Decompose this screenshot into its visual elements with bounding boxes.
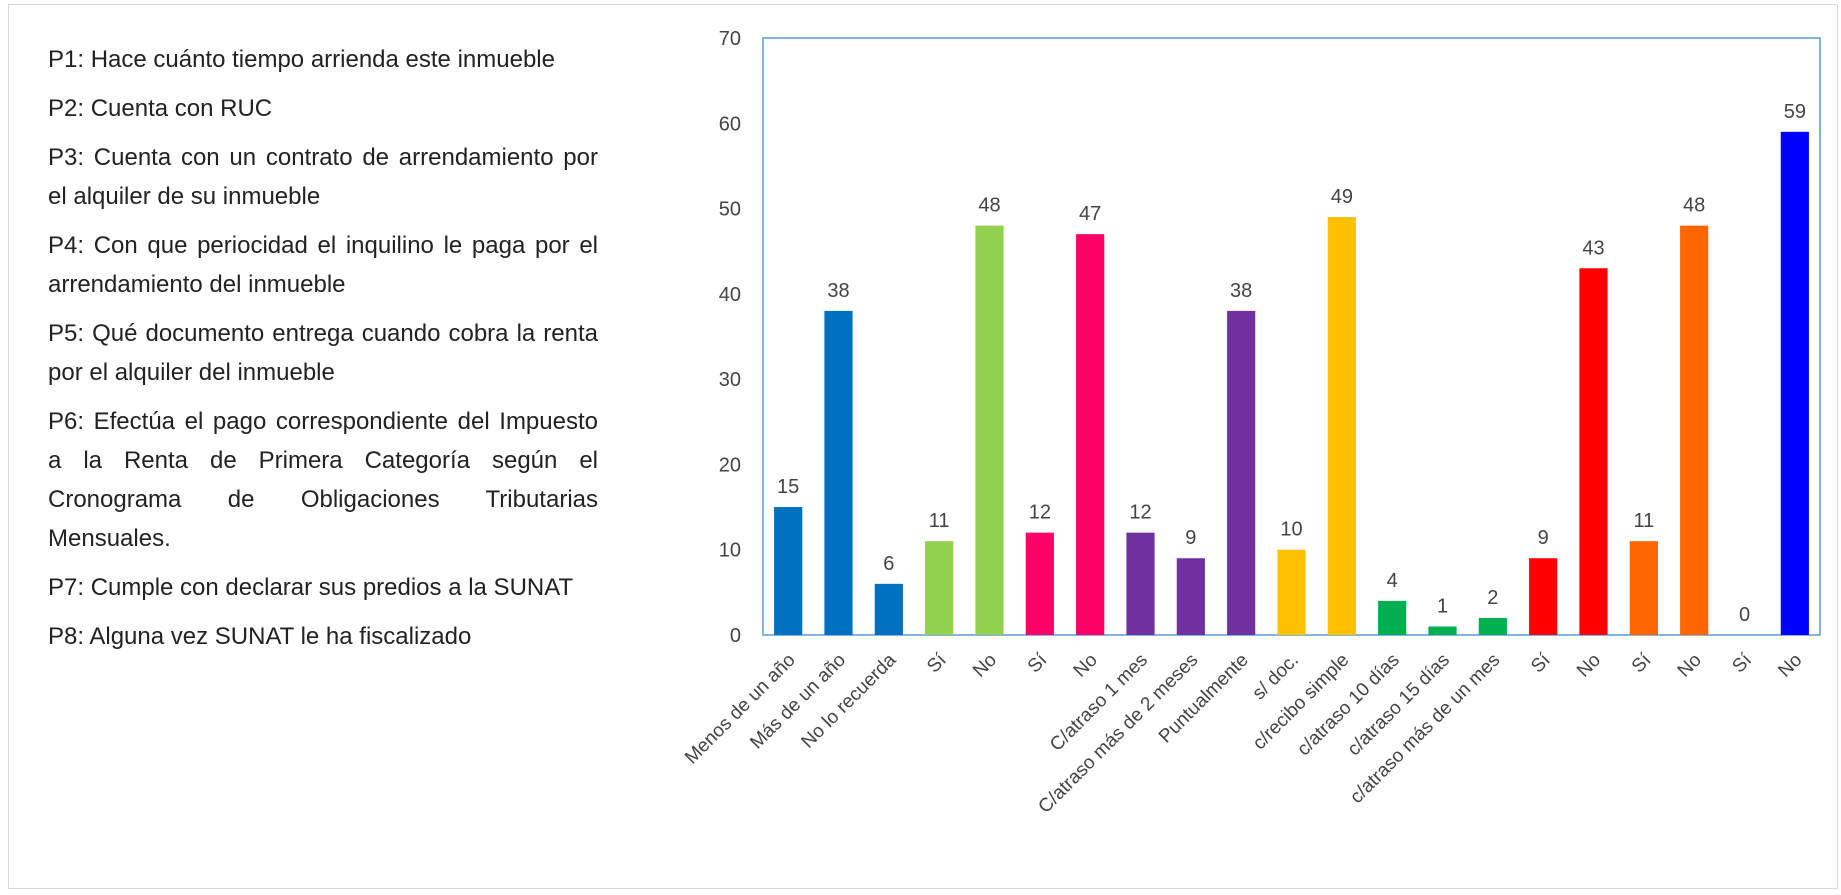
data-label: 6 — [883, 553, 894, 575]
data-label: 4 — [1387, 570, 1398, 592]
data-label: 12 — [1129, 502, 1151, 524]
bar — [1680, 225, 1709, 635]
bar — [1076, 234, 1105, 635]
data-label: 9 — [1185, 527, 1196, 549]
bar — [1579, 268, 1608, 635]
data-label: 59 — [1784, 101, 1806, 123]
y-tick-label: 40 — [719, 284, 741, 306]
x-tick-label: Sí — [1024, 649, 1052, 677]
data-label: 11 — [1633, 510, 1654, 532]
bar — [1025, 532, 1054, 635]
x-tick-label: Sí — [923, 649, 951, 677]
chart-frame — [8, 4, 1838, 889]
bar — [1428, 626, 1457, 635]
data-label: 48 — [978, 195, 1000, 217]
bar — [1780, 131, 1809, 636]
bar — [824, 310, 853, 635]
y-tick-label: 20 — [719, 454, 741, 476]
data-label: 12 — [1029, 502, 1051, 524]
y-tick-label: 70 — [719, 28, 741, 50]
y-tick-label: 0 — [730, 625, 741, 647]
bar — [774, 507, 803, 635]
x-tick-label: Sí — [1728, 649, 1756, 677]
bar — [1176, 558, 1205, 635]
data-label: 48 — [1683, 195, 1705, 217]
data-label: 38 — [827, 280, 849, 302]
legend-item-p5: P5: Qué documento entrega cuando cobra l… — [48, 320, 598, 386]
bar — [1529, 558, 1558, 635]
bar — [1126, 532, 1155, 635]
legend-item-p3: P3: Cuenta con un contrato de arrendamie… — [48, 144, 598, 210]
bar-chart: 0 10 20 30 40 50 60 70 15 Menos de un año 38 Más de… — [660, 10, 1830, 890]
bar — [1277, 549, 1306, 635]
legend-item-p6: P6: Efectúa el pago correspondiente del … — [48, 408, 598, 552]
x-tick-label: No — [1573, 650, 1605, 682]
y-tick-label: 60 — [719, 113, 741, 135]
bar — [975, 225, 1004, 635]
question-legend: P1: Hace cuánto tiempo arrienda este inm… — [48, 40, 598, 666]
x-tick-label: No — [1070, 650, 1102, 682]
data-label: 0 — [1739, 604, 1750, 626]
bar — [1378, 600, 1407, 635]
legend-item-p8: P8: Alguna vez SUNAT le ha fiscalizado — [48, 623, 472, 650]
legend-item-p7: P7: Cumple con declarar sus predios a la… — [48, 574, 574, 601]
y-tick-label: 10 — [719, 540, 741, 562]
x-tick-label: Puntualmente — [1155, 650, 1253, 748]
bar — [1327, 217, 1356, 635]
data-label: 1 — [1437, 595, 1448, 617]
data-label: 15 — [777, 476, 799, 498]
data-label: 47 — [1079, 203, 1101, 225]
data-label: 9 — [1538, 527, 1549, 549]
bar — [1478, 617, 1507, 635]
x-tick-label: Sí — [1527, 649, 1555, 677]
y-tick-label: 30 — [719, 369, 741, 391]
y-tick-label: 50 — [719, 199, 741, 221]
x-tick-label: No — [1674, 650, 1706, 682]
bar — [925, 541, 954, 635]
legend-item-p4: P4: Con que periocidad el inquilino le p… — [48, 232, 598, 298]
data-label: 2 — [1487, 587, 1498, 609]
legend-item-p2: P2: Cuenta con RUC — [48, 95, 273, 122]
data-label: 43 — [1582, 237, 1604, 259]
data-label: 49 — [1331, 186, 1353, 208]
data-label: 10 — [1280, 519, 1302, 541]
data-label: 11 — [929, 510, 950, 532]
data-label: 38 — [1230, 280, 1252, 302]
x-tick-label: No — [969, 650, 1001, 682]
plot-area-border — [762, 37, 1821, 636]
bar — [874, 583, 903, 635]
legend-item-p1: P1: Hace cuánto tiempo arrienda este inm… — [48, 46, 555, 73]
bar — [1227, 310, 1256, 635]
x-tick-label: Sí — [1628, 649, 1656, 677]
bar — [1629, 541, 1658, 635]
x-tick-label: No — [1774, 650, 1806, 682]
